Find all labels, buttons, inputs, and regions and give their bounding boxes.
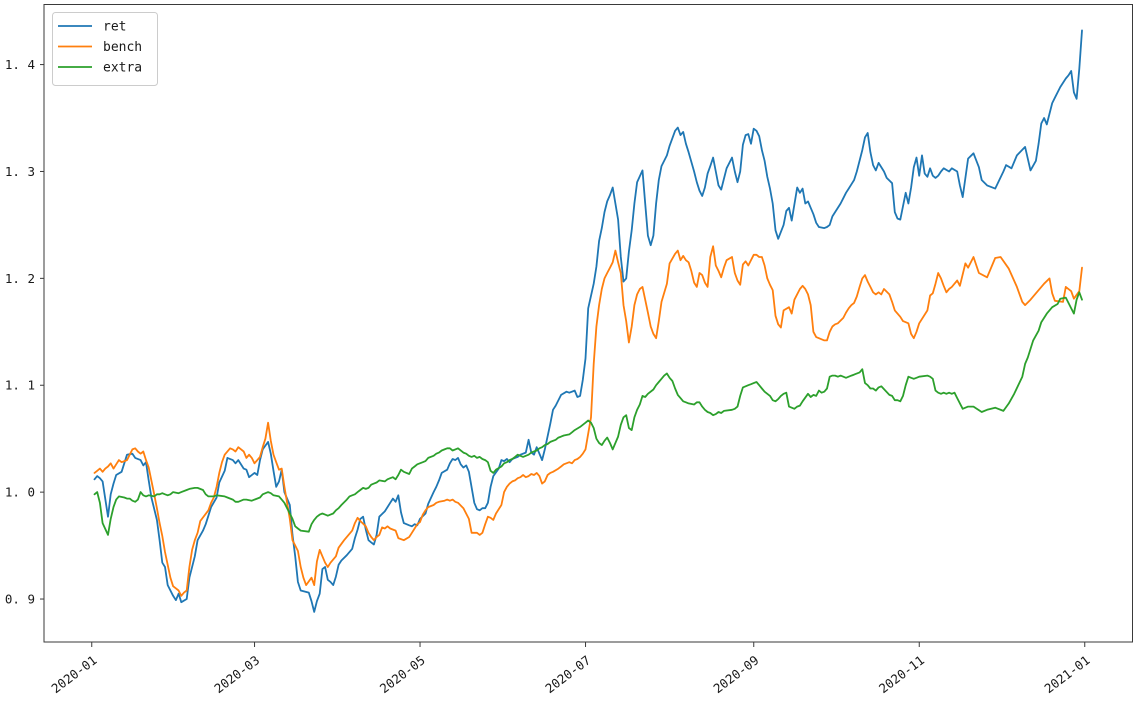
y-tick-label: 1. 1 <box>5 378 35 393</box>
legend-label-bench: bench <box>103 40 142 55</box>
y-tick-label: 0. 9 <box>5 592 35 607</box>
y-tick-label: 1. 4 <box>5 57 35 72</box>
legend-label-ret: ret <box>103 20 126 35</box>
y-tick-label: 1. 2 <box>5 271 35 286</box>
legend: ret bench extra <box>52 12 158 86</box>
legend-label-extra: extra <box>103 61 142 76</box>
y-axis: 0. 9 1. 0 1. 1 1. 2 1. 3 1. 4 <box>5 57 44 607</box>
series-line-bench <box>93 245 1083 597</box>
y-tick-label: 1. 3 <box>5 164 35 179</box>
series-line-extra <box>93 291 1083 536</box>
series-line-ret <box>93 29 1083 613</box>
y-tick-label: 1. 0 <box>5 485 35 500</box>
